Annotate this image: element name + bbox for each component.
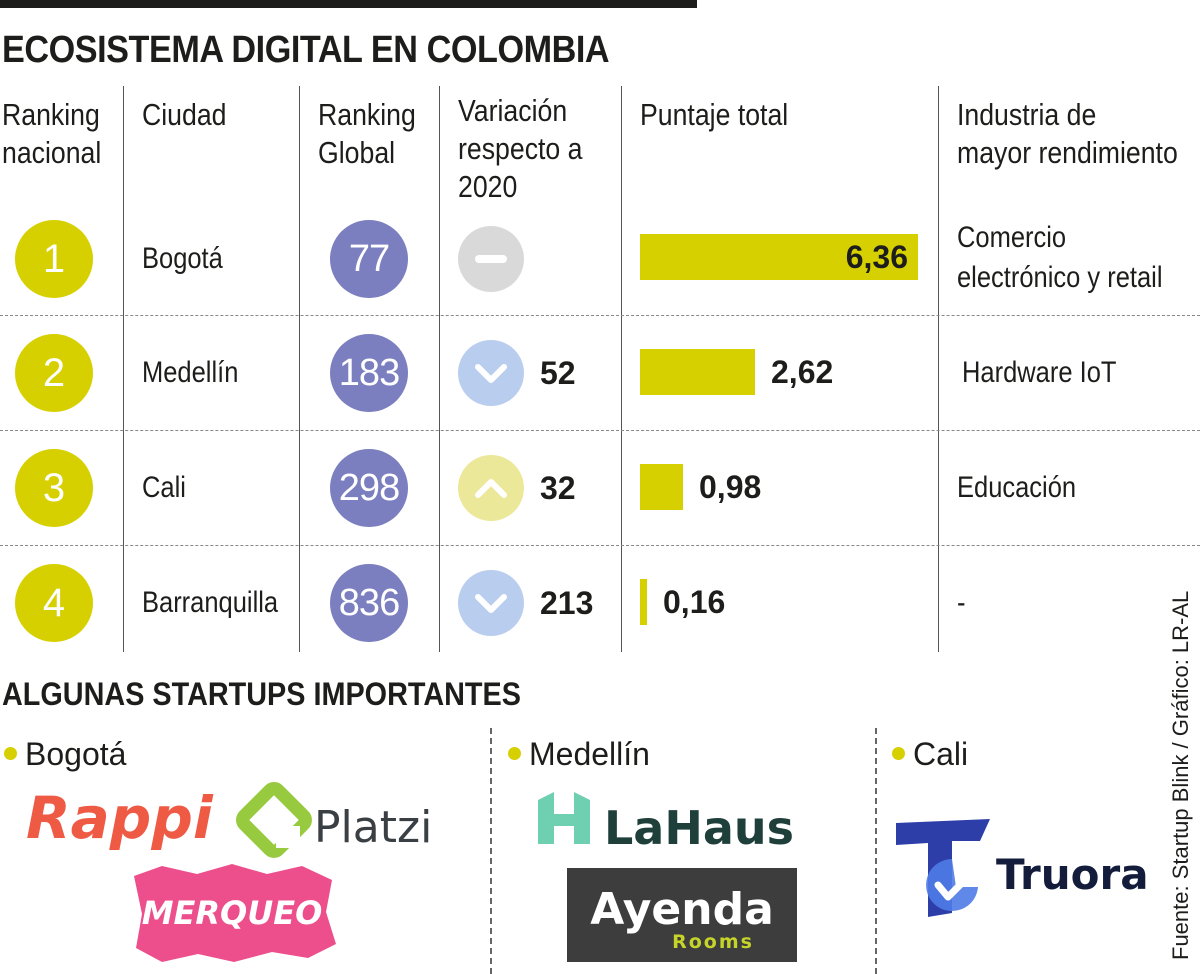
- startup-city-medellin: Medellín: [508, 733, 650, 775]
- svg-text:Rooms: Rooms: [672, 931, 754, 953]
- svg-text:Truora: Truora: [996, 850, 1149, 899]
- score-label: 0,16: [663, 584, 726, 620]
- section-divider: [875, 728, 877, 974]
- bullet-dot: [892, 747, 905, 761]
- variation-value: 213: [540, 585, 594, 621]
- rank-global-badge: 183: [330, 334, 408, 412]
- column-divider: [621, 86, 622, 652]
- svg-text:Ayenda: Ayenda: [590, 884, 774, 935]
- rank-global-badge: 298: [330, 449, 408, 527]
- variation-value: 52: [540, 355, 576, 391]
- page-title: ECOSISTEMA DIGITAL EN COLOMBIA: [2, 29, 610, 71]
- truora-logo: Truora: [896, 819, 1149, 917]
- header-ciudad: Ciudad: [142, 97, 227, 132]
- rank-nacional-badge: 2: [15, 334, 93, 412]
- top-rule: [0, 0, 697, 8]
- startup-city-cali: Cali: [892, 733, 968, 775]
- header-industria: Industria de mayor rendimiento: [957, 97, 1178, 170]
- score-bar-medellin: [640, 349, 755, 395]
- variation-neutral-icon: [458, 226, 524, 292]
- bullet-dot: [4, 747, 17, 761]
- score-bar-cali: [640, 464, 683, 510]
- column-divider: [938, 86, 939, 652]
- row-divider: [0, 430, 1200, 431]
- header-ranking-nacional: Ranking nacional: [2, 97, 102, 170]
- rank-global-badge: 836: [330, 564, 408, 642]
- platzi-logo: Platzi: [236, 782, 432, 858]
- section-divider: [490, 728, 492, 974]
- startups-title: ALGUNAS STARTUPS IMPORTANTES: [2, 676, 521, 712]
- score-label: 6,36: [845, 239, 908, 275]
- variation-down-icon: [458, 340, 524, 406]
- source-note: Fuente: Startup Blink / Gráfico: LR-AL: [1168, 590, 1193, 960]
- rank-nacional-badge: 1: [15, 220, 93, 298]
- column-divider: [299, 86, 300, 652]
- rank-nacional-badge: 3: [15, 449, 93, 527]
- svg-text:Rappi: Rappi: [26, 784, 214, 852]
- header-puntaje: Puntaje total: [640, 97, 789, 132]
- industry-text: Comercio electrónico y retail: [957, 221, 1163, 294]
- lahaus-logo: LaHaus: [538, 792, 794, 852]
- city-name: Barranquilla: [142, 586, 279, 619]
- city-name: Bogotá: [142, 242, 223, 275]
- industry-text: -: [957, 586, 966, 619]
- column-divider: [439, 86, 440, 652]
- row-divider: [0, 315, 1200, 316]
- svg-text:Platzi: Platzi: [314, 802, 432, 853]
- rank-nacional-badge: 4: [15, 564, 93, 642]
- ayenda-rooms-logo: Ayenda Rooms: [567, 868, 797, 962]
- variation-value: 32: [540, 470, 576, 506]
- svg-text:MERQUEO: MERQUEO: [142, 894, 323, 932]
- header-variacion: Variación respecto a 2020: [458, 93, 583, 204]
- rank-global-badge: 77: [330, 220, 408, 298]
- score-label: 0,98: [699, 469, 762, 505]
- startup-city-bogota: Bogotá: [4, 733, 126, 775]
- column-divider: [123, 86, 124, 652]
- score-label: 2,62: [771, 354, 834, 390]
- industry-text: Hardware IoT: [962, 356, 1117, 389]
- score-bar-bogota: [640, 234, 918, 280]
- variation-up-icon: [458, 455, 524, 521]
- city-name: Medellín: [142, 356, 239, 389]
- row-divider: [0, 545, 1200, 546]
- variation-down-icon: [458, 570, 524, 636]
- merqueo-logo: MERQUEO: [134, 864, 336, 962]
- city-name: Cali: [142, 471, 186, 504]
- industry-text: Educación: [957, 471, 1077, 504]
- bullet-dot: [508, 747, 521, 761]
- rappi-logo: Rappi: [26, 784, 214, 852]
- svg-text:LaHaus: LaHaus: [604, 801, 794, 852]
- header-ranking-global: Ranking Global: [318, 97, 416, 170]
- score-bar-barranquilla: [640, 579, 647, 625]
